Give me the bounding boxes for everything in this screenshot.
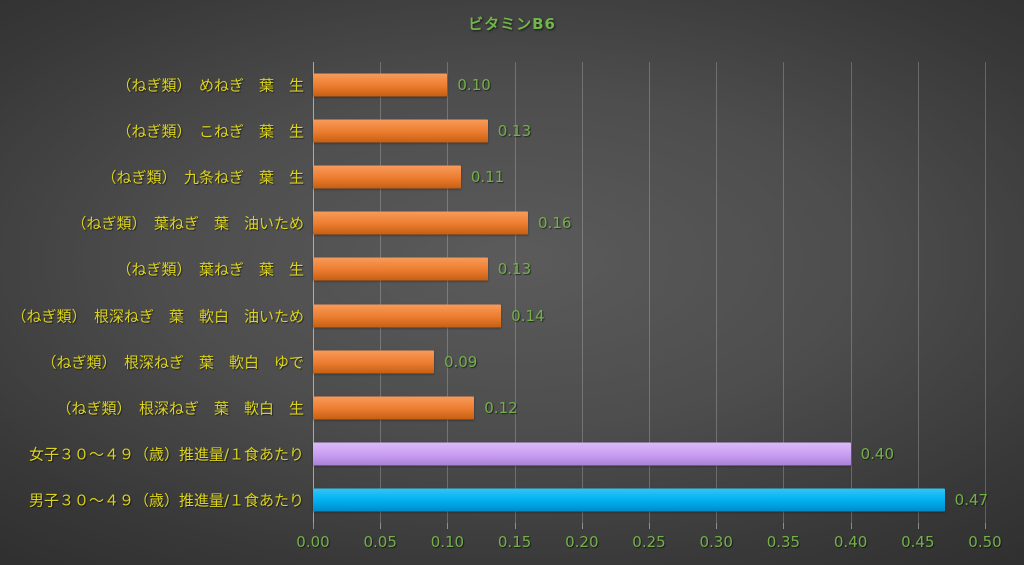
x-axis-tick-label: 0.20 bbox=[565, 533, 599, 551]
value-label: 0.14 bbox=[511, 306, 545, 325]
axis-tick-mark bbox=[783, 523, 785, 529]
value-label: 0.12 bbox=[484, 398, 518, 417]
value-label: 0.10 bbox=[457, 76, 491, 95]
value-label: 0.09 bbox=[443, 352, 478, 371]
data-bar-orange[interactable] bbox=[313, 396, 475, 420]
x-axis-tick-label: 0.40 bbox=[833, 533, 868, 551]
chart-row: （ねぎ類） 葉ねぎ 葉 油いため 0.16 bbox=[71, 200, 985, 246]
category-label: （ねぎ類） めねぎ 葉 生 bbox=[116, 76, 304, 95]
gridline bbox=[581, 62, 583, 523]
axis-tick-mark bbox=[985, 523, 986, 529]
axis-tick-mark bbox=[380, 523, 382, 529]
y-axis-line bbox=[313, 62, 314, 523]
data-bar-orange[interactable] bbox=[313, 73, 448, 97]
category-label: （ねぎ類） 根深ねぎ 葉 軟白 油いため bbox=[11, 307, 304, 326]
data-bar-cyan[interactable] bbox=[313, 488, 945, 512]
axis-tick-mark bbox=[447, 523, 449, 529]
gridline bbox=[850, 62, 852, 523]
category-label: （ねぎ類） 葉ねぎ 葉 生 bbox=[116, 260, 304, 279]
chart-row: （ねぎ類） 根深ねぎ 葉 軟白 ゆで 0.09 bbox=[41, 339, 985, 385]
axis-tick-mark bbox=[850, 523, 852, 529]
gridline bbox=[380, 62, 382, 523]
chart-row: （ねぎ類） こねぎ 葉 生 0.13 bbox=[116, 108, 985, 154]
x-axis-tick-label: 0.10 bbox=[430, 533, 465, 551]
x-axis-tick-label: 0.05 bbox=[363, 533, 397, 551]
x-axis-tick-label: 0.45 bbox=[901, 533, 935, 551]
category-label: （ねぎ類） こねぎ 葉 生 bbox=[116, 122, 304, 141]
gridline bbox=[716, 62, 718, 523]
axis-tick-mark bbox=[313, 523, 314, 529]
value-label: 0.47 bbox=[954, 490, 989, 509]
category-label: （ねぎ類） 根深ねぎ 葉 軟白 ゆで bbox=[41, 353, 304, 372]
category-label: （ねぎ類） 根深ねぎ 葉 軟白 生 bbox=[56, 399, 304, 418]
x-axis-tick-label: 0.50 bbox=[968, 533, 1002, 551]
gridline bbox=[514, 62, 516, 523]
category-label: （ねぎ類） 葉ねぎ 葉 油いため bbox=[71, 214, 304, 233]
axis-tick-mark bbox=[514, 523, 516, 529]
chart-row: 女子３０～４９（歳）推進量/１食あたり 0.40 bbox=[29, 431, 985, 477]
chart-row: （ねぎ類） 根深ねぎ 葉 軟白 油いため 0.14 bbox=[11, 293, 985, 339]
axis-tick-mark bbox=[917, 523, 919, 529]
value-label: 0.13 bbox=[497, 122, 532, 141]
plot-area: 0.00 0.05 0.10 0.15 0.20 0.25 0.30 0.35 0.40 0.45… bbox=[11, 62, 1002, 551]
gridline bbox=[985, 62, 986, 523]
chart-row: （ねぎ類） 九条ねぎ 葉 生 0.11 bbox=[101, 154, 985, 200]
data-bar-orange[interactable] bbox=[313, 211, 529, 235]
value-label: 0.40 bbox=[860, 444, 894, 463]
x-axis-tick-label: 0.35 bbox=[766, 533, 801, 551]
data-bar-orange[interactable] bbox=[313, 257, 488, 281]
chart-row: （ねぎ類） 葉ねぎ 葉 生 0.13 bbox=[116, 246, 985, 292]
gridline bbox=[783, 62, 785, 523]
x-axis-tick-label: 0.15 bbox=[497, 533, 532, 551]
category-label: （ねぎ類） 九条ねぎ 葉 生 bbox=[101, 168, 304, 187]
x-axis-tick-label: 0.00 bbox=[296, 533, 330, 551]
axis-tick-mark bbox=[581, 523, 583, 529]
chart-title: ビタミンB6 bbox=[468, 15, 556, 33]
axis-tick-mark bbox=[716, 523, 718, 529]
data-bar-orange[interactable] bbox=[313, 165, 461, 189]
gridline bbox=[917, 62, 919, 523]
data-bar-purple[interactable] bbox=[313, 442, 851, 466]
value-label: 0.13 bbox=[497, 260, 532, 279]
category-label: 男子３０～４９（歳）推進量/１食あたり bbox=[28, 491, 304, 510]
data-bar-orange[interactable] bbox=[313, 119, 488, 143]
x-axis-tick-label: 0.30 bbox=[699, 533, 733, 551]
data-bar-orange[interactable] bbox=[313, 304, 502, 328]
x-axis-tick-label: 0.25 bbox=[632, 533, 666, 551]
value-label: 0.11 bbox=[470, 168, 505, 187]
chart-row: 男子３０～４９（歳）推進量/１食あたり 0.47 bbox=[29, 477, 989, 523]
gridline bbox=[447, 62, 449, 523]
data-bar-orange[interactable] bbox=[313, 350, 434, 374]
chart-row: （ねぎ類） 根深ねぎ 葉 軟白 生 0.12 bbox=[56, 385, 985, 431]
gridline bbox=[649, 62, 650, 523]
chart-row: （ねぎ類） めねぎ 葉 生 0.10 bbox=[116, 62, 985, 108]
category-label: 女子３０～４９（歳）推進量/１食あたり bbox=[28, 445, 304, 464]
value-label: 0.16 bbox=[538, 214, 572, 233]
axis-tick-mark bbox=[649, 523, 650, 529]
